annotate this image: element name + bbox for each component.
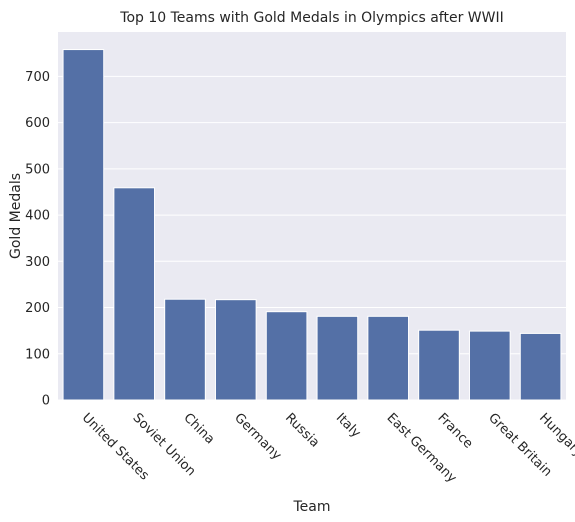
y-tick-label: 0	[42, 394, 50, 409]
bar-russia	[265, 311, 308, 401]
y-tick-label: 300	[25, 255, 50, 270]
bar-germany	[214, 299, 257, 401]
bar-italy	[316, 315, 359, 401]
bar-united-states	[62, 49, 105, 401]
x-tick-label: Germany	[231, 410, 284, 463]
y-axis-ticks: 0 100 200 300 400 500 600 700	[25, 70, 50, 409]
bar-china	[164, 298, 206, 401]
bar-france	[418, 329, 460, 401]
y-tick-label: 200	[25, 301, 50, 316]
x-axis-label: Team	[292, 499, 330, 515]
bars	[62, 49, 562, 401]
y-tick-label: 600	[25, 116, 50, 131]
y-tick-label: 500	[25, 162, 50, 177]
x-tick-label: Russia	[282, 410, 322, 450]
bar-hungary	[519, 332, 562, 401]
y-tick-label: 100	[25, 347, 50, 362]
bar-east-germany	[367, 315, 410, 401]
x-tick-label: China	[180, 410, 217, 447]
x-tick-label: Hungary	[536, 410, 575, 460]
x-tick-label: France	[434, 410, 475, 451]
bar-soviet-union	[113, 187, 156, 401]
y-tick-label: 400	[25, 209, 50, 224]
y-axis-label: Gold Medals	[8, 173, 24, 259]
x-tick-label: Italy	[333, 410, 364, 441]
chart-title: Top 10 Teams with Gold Medals in Olympic…	[119, 10, 503, 26]
bar-great-britain	[468, 330, 511, 401]
y-tick-label: 700	[25, 70, 50, 85]
